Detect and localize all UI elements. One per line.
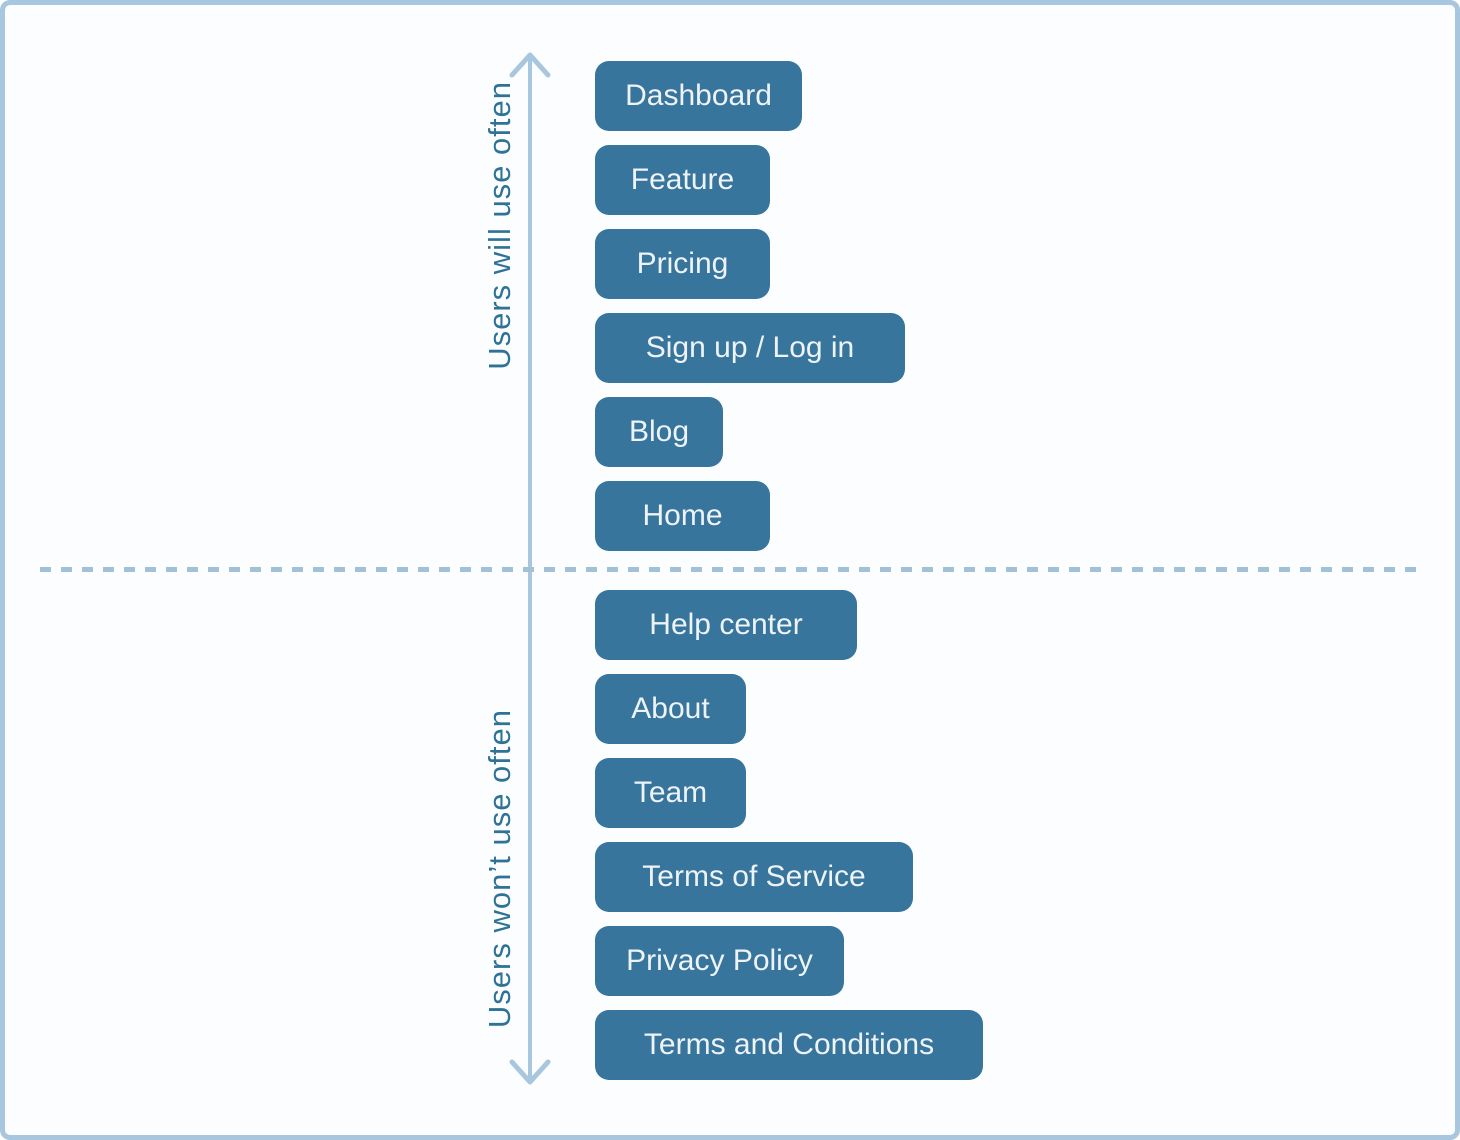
- arrow-down-icon: [509, 1059, 551, 1085]
- arrow-up-icon: [509, 52, 551, 78]
- node-pricing[interactable]: Pricing: [595, 229, 770, 299]
- node-feature[interactable]: Feature: [595, 145, 770, 215]
- axis-label-often: Users will use often: [482, 81, 517, 370]
- node-blog[interactable]: Blog: [595, 397, 723, 467]
- axis-label-rarely: Users won’t use often: [482, 709, 517, 1029]
- node-about[interactable]: About: [595, 674, 746, 744]
- node-home[interactable]: Home: [595, 481, 770, 551]
- node-help-center[interactable]: Help center: [595, 590, 857, 660]
- node-terms-and-conditions[interactable]: Terms and Conditions: [595, 1010, 983, 1080]
- node-terms-of-service[interactable]: Terms of Service: [595, 842, 913, 912]
- frequency-divider: [40, 567, 1420, 572]
- node-dashboard[interactable]: Dashboard: [595, 61, 802, 131]
- node-privacy-policy[interactable]: Privacy Policy: [595, 926, 844, 996]
- node-signup-login[interactable]: Sign up / Log in: [595, 313, 905, 383]
- node-team[interactable]: Team: [595, 758, 746, 828]
